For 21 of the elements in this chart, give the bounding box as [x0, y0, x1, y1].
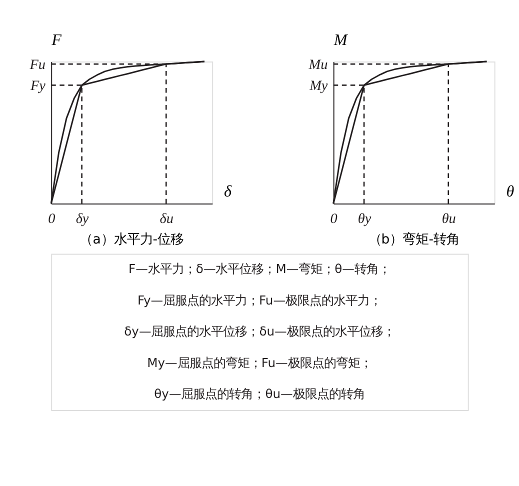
text: （b）弯矩-转角: [368, 231, 460, 248]
text: δy—屈服点的水平位移；δu—极限点的水平位移；: [124, 324, 395, 339]
text: F—水平力；δ—水平位移；M—弯矩；θ—转角；: [128, 262, 390, 276]
x-tick-label: δu: [160, 210, 174, 227]
y-axis-title: M: [332, 32, 349, 49]
x-tick-label: 0: [330, 210, 338, 227]
ref-line-label: My: [308, 78, 328, 94]
x-axis-title: δ: [224, 183, 232, 200]
x-tick-label: δy: [76, 210, 90, 227]
text: My—屈服点的弯矩；Fu—极限点的弯矩；: [147, 356, 372, 370]
x-axis-title: θ: [506, 183, 514, 200]
x-tick-label: θu: [442, 210, 456, 227]
text: Fy—屈服点的水平力；Fu—极限点的水平力；: [137, 293, 382, 308]
text: （a）水平力-位移: [80, 232, 184, 248]
ref-line-label: Fu: [28, 56, 46, 73]
x-tick-label: 0: [48, 210, 56, 227]
x-tick-label: θy: [358, 210, 372, 227]
text: θy—屈服点的转角；θu—极限点的转角: [154, 387, 365, 402]
ref-line-label: Mu: [308, 56, 328, 73]
ref-line-label: Fy: [29, 78, 46, 94]
y-axis-title: F: [50, 32, 62, 49]
